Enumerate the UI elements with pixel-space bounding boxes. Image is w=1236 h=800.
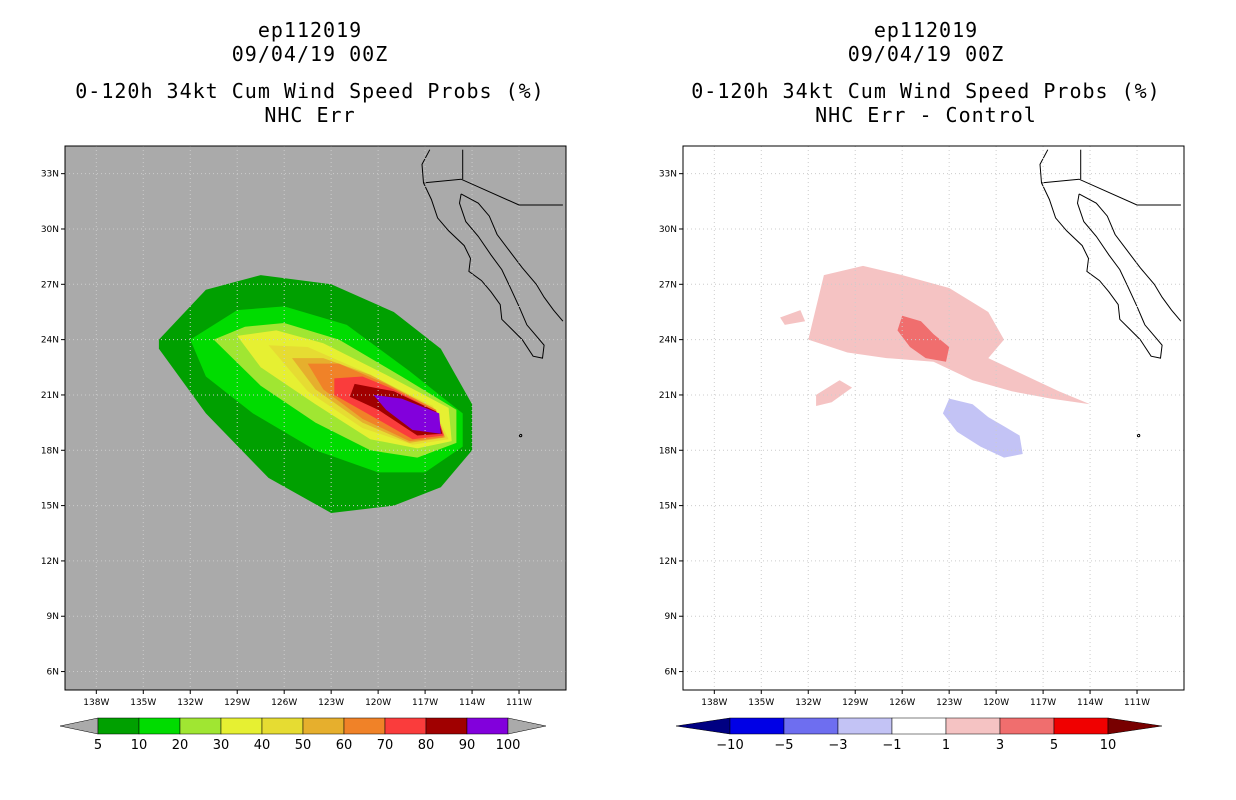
colorbar-label: 3 [996, 738, 1004, 753]
lat-tick-label: 33N [659, 170, 677, 180]
lat-tick-label: 15N [659, 502, 677, 512]
lat-tick-label: 21N [41, 391, 59, 401]
left-map-panel: 33N 30N 27N 24N 21N 18N 15N 12N 9N 6N 138W 135W 132W… [41, 146, 566, 753]
right-map-panel: 33N 30N 27N 24N 21N 18N 15N 12N 9N 6N 138W 135W 132W… [659, 146, 1184, 753]
colorbar: 5 10 20 30 40 50 60 70 80 90 100 [60, 718, 546, 753]
lat-tick-label: 24N [41, 336, 59, 346]
colorbar-swatch [730, 718, 784, 734]
colorbar-swatch [1000, 718, 1054, 734]
lat-tick-label: 30N [659, 225, 677, 235]
lat-tick-label: 27N [41, 280, 59, 290]
colorbar-swatch [98, 718, 139, 734]
colorbar-swatch [784, 718, 838, 734]
lat-tick-label: 12N [659, 557, 677, 567]
map-background [683, 146, 1184, 690]
colorbar-high-arrow [508, 718, 546, 734]
lon-tick-label: 135W [130, 698, 156, 708]
lon-tick-label: 114W [459, 698, 485, 708]
colorbar-label: 30 [213, 738, 230, 753]
colorbar-label: 40 [254, 738, 271, 753]
lat-tick-label: 9N [665, 612, 677, 622]
lon-tick-label: 117W [412, 698, 438, 708]
colorbar-low-arrow [60, 718, 98, 734]
lon-tick-label: 114W [1077, 698, 1103, 708]
colorbar-label: −1 [882, 738, 901, 753]
colorbar-swatch [426, 718, 467, 734]
lon-tick-label: 120W [365, 698, 391, 708]
colorbar-swatch [892, 718, 946, 734]
colorbar-swatch [838, 718, 892, 734]
lat-tick-label: 6N [665, 668, 677, 678]
charts-svg: 33N 30N 27N 24N 21N 18N 15N 12N 9N 6N 138W 135W 132W… [0, 0, 1236, 800]
lon-tick-label: 123W [936, 698, 962, 708]
lat-tick-label: 15N [41, 502, 59, 512]
lat-tick-label: 12N [41, 557, 59, 567]
colorbar-label: 60 [336, 738, 353, 753]
lon-tick-label: 123W [318, 698, 344, 708]
colorbar-label: 1 [942, 738, 950, 753]
lon-tick-label: 138W [83, 698, 109, 708]
colorbar-swatch [1054, 718, 1108, 734]
colorbar-swatch [180, 718, 221, 734]
colorbar-swatch [467, 718, 508, 734]
colorbar-label: −3 [828, 738, 847, 753]
lat-tick-label: 18N [659, 446, 677, 456]
colorbar-label: 50 [295, 738, 312, 753]
lat-tick-label: 33N [41, 170, 59, 180]
colorbar-high-arrow [1108, 718, 1162, 734]
colorbar-swatch [262, 718, 303, 734]
colorbar-low-arrow [676, 718, 730, 734]
lon-tick-label: 117W [1030, 698, 1056, 708]
lat-tick-label: 27N [659, 280, 677, 290]
colorbar-label: 10 [131, 738, 148, 753]
lat-tick-label: 18N [41, 446, 59, 456]
lon-tick-label: 135W [748, 698, 774, 708]
lon-tick-label: 120W [983, 698, 1009, 708]
lon-tick-label: 111W [506, 698, 532, 708]
colorbar-label: −10 [716, 738, 743, 753]
lon-tick-label: 129W [842, 698, 868, 708]
lon-tick-label: 126W [271, 698, 297, 708]
colorbar: −10 −5 −3 −1 1 3 5 10 [676, 718, 1162, 753]
lon-tick-label: 132W [795, 698, 821, 708]
colorbar-swatch [139, 718, 180, 734]
lon-tick-label: 111W [1124, 698, 1150, 708]
lat-tick-label: 9N [47, 612, 59, 622]
colorbar-label: 100 [496, 738, 521, 753]
lat-tick-label: 24N [659, 336, 677, 346]
colorbar-swatch [385, 718, 426, 734]
colorbar-label: 70 [377, 738, 394, 753]
colorbar-swatch [344, 718, 385, 734]
colorbar-swatch [303, 718, 344, 734]
lat-tick-label: 6N [47, 668, 59, 678]
colorbar-label: 5 [1050, 738, 1058, 753]
colorbar-swatch [221, 718, 262, 734]
lon-tick-label: 138W [701, 698, 727, 708]
lon-tick-label: 126W [889, 698, 915, 708]
lat-tick-label: 30N [41, 225, 59, 235]
colorbar-label: 10 [1100, 738, 1117, 753]
lat-tick-label: 21N [659, 391, 677, 401]
colorbar-swatch [946, 718, 1000, 734]
colorbar-label: 80 [418, 738, 435, 753]
colorbar-label: 20 [172, 738, 189, 753]
lon-tick-label: 129W [224, 698, 250, 708]
colorbar-label: 5 [94, 738, 102, 753]
colorbar-label: 90 [459, 738, 476, 753]
colorbar-label: −5 [774, 738, 793, 753]
lon-tick-label: 132W [177, 698, 203, 708]
